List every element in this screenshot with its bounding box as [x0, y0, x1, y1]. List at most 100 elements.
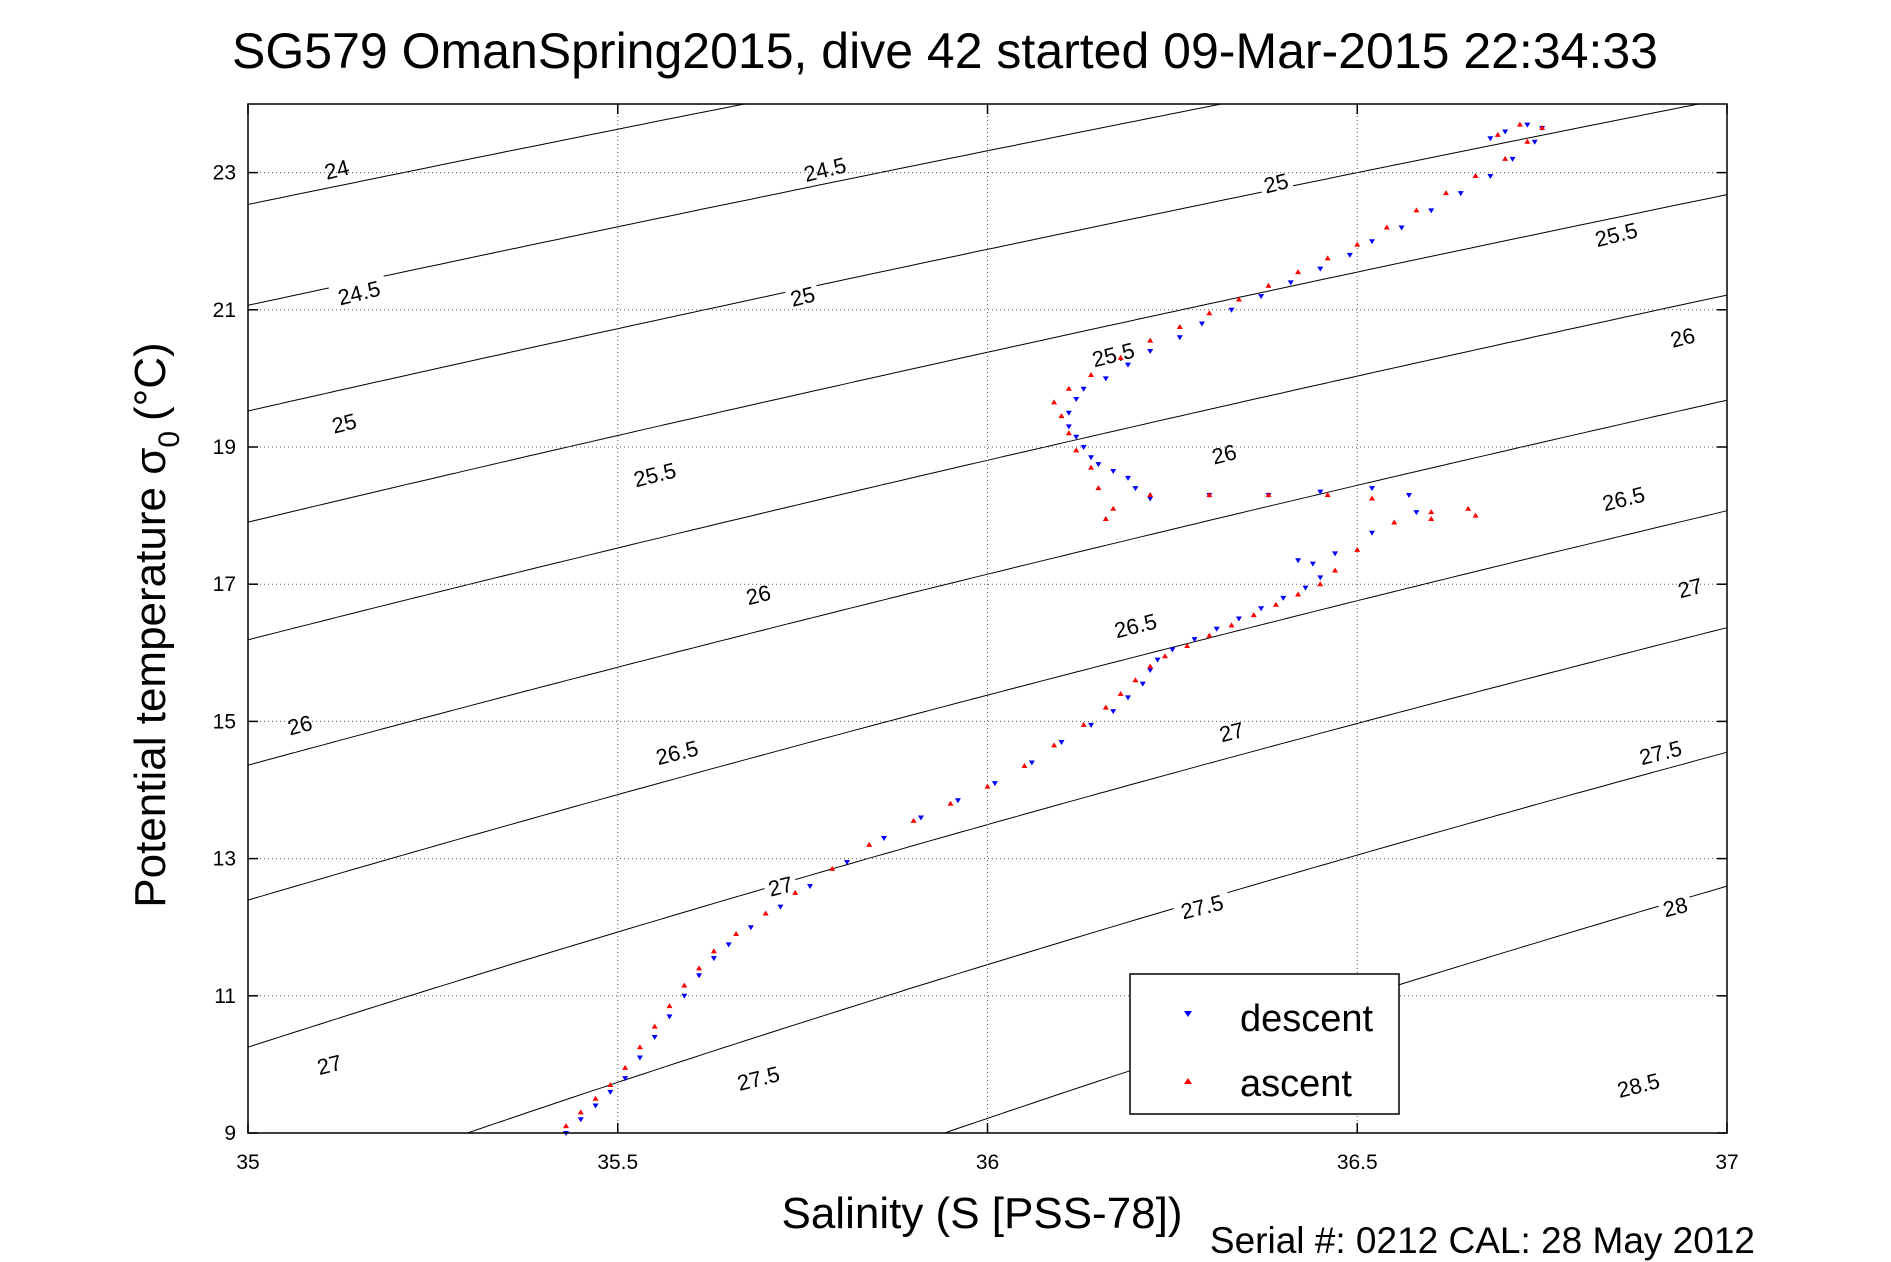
- data-point-descent: [1073, 396, 1080, 402]
- data-point-descent: [1058, 739, 1065, 745]
- data-point-ascent: [733, 931, 740, 937]
- data-point-descent: [1295, 558, 1302, 564]
- contour-label: 25.5: [1592, 217, 1640, 252]
- data-point-ascent: [681, 982, 688, 988]
- y-tick-label: 19: [213, 436, 236, 459]
- data-point-descent: [1147, 348, 1154, 354]
- contour-label: 25: [329, 408, 359, 438]
- data-point-ascent: [651, 1023, 658, 1029]
- contour-label-group: 27: [761, 868, 799, 902]
- axes: 35 35.5 36 36.5 37 9 11 13 15 17 19 21 23: [213, 103, 1739, 1174]
- contour-line-26: [247, 294, 1728, 641]
- contour-label: 26: [1209, 439, 1239, 469]
- contour-label-group: 25.5: [1082, 334, 1144, 373]
- contour-label-group: 26.5: [1592, 478, 1654, 517]
- contour-label-group: 27.5: [727, 1057, 789, 1097]
- contour-label-group: 27: [1212, 714, 1250, 748]
- contour-label-group: 26: [1663, 319, 1702, 353]
- data-point-descent: [1302, 585, 1309, 591]
- data-point-descent: [1258, 294, 1265, 300]
- data-point-ascent: [1324, 492, 1331, 498]
- data-point-descent: [1080, 386, 1087, 392]
- data-point-descent: [1317, 575, 1324, 581]
- data-point-descent: [1088, 455, 1095, 461]
- data-point-ascent: [1117, 690, 1124, 696]
- data-point-descent: [1028, 760, 1035, 766]
- density-contours: 24 24.5 24.5 25 25 25 25.5 25.5 25.5 26 26 26 26 26.5…: [247, 103, 1728, 1134]
- data-point-descent: [1258, 606, 1265, 612]
- data-point-descent: [1110, 469, 1117, 475]
- legend-box: [1129, 973, 1400, 1115]
- data-point-ascent: [1102, 516, 1109, 522]
- contour-label-bg: [794, 148, 855, 188]
- data-point-ascent: [1317, 581, 1324, 587]
- data-point-ascent: [1051, 742, 1058, 748]
- data-point-descent: [1176, 335, 1183, 341]
- contour-label: 26: [1668, 323, 1698, 353]
- contour-line-24-5: [247, 103, 1222, 306]
- data-point-ascent: [1332, 567, 1339, 573]
- y-tick-label: 13: [213, 848, 236, 871]
- contour-line-27-5: [247, 627, 1728, 1048]
- data-point-ascent: [710, 948, 717, 954]
- legend-descent-label: descent: [1240, 998, 1374, 1040]
- data-point-ascent: [1147, 337, 1154, 343]
- contour-label-bg: [646, 731, 707, 771]
- data-point-descent: [1309, 561, 1316, 567]
- data-point-descent: [1346, 252, 1353, 258]
- data-point-descent: [696, 973, 703, 979]
- y-tick-label: 21: [213, 299, 236, 322]
- data-point-ascent: [1524, 138, 1531, 144]
- y-tick-label: 15: [213, 710, 236, 733]
- y-tick-label: 9: [224, 1122, 236, 1145]
- data-point-ascent: [1110, 505, 1117, 511]
- data-point-descent: [1457, 191, 1464, 197]
- data-point-descent: [1080, 445, 1087, 450]
- data-point-ascent: [592, 1095, 599, 1101]
- data-point-ascent: [577, 1109, 584, 1115]
- data-point-descent: [622, 1076, 629, 1082]
- data-point-descent: [1132, 486, 1139, 492]
- contour-label-group: 24.5: [794, 148, 855, 188]
- contour-label: 27: [1217, 717, 1247, 747]
- contour-label: 28: [1660, 892, 1690, 922]
- contour-line-24: [247, 103, 745, 205]
- contour-label: 26.5: [1600, 482, 1648, 517]
- data-point-ascent: [562, 1123, 569, 1129]
- data-point-ascent: [910, 817, 917, 823]
- contour-label-group: 26.5: [1104, 605, 1166, 644]
- x-tick-label: 37: [1715, 1151, 1738, 1174]
- data-point-ascent: [1442, 190, 1449, 196]
- data-point-descent: [991, 781, 998, 787]
- contour-label-bg: [1663, 319, 1702, 353]
- data-point-descent: [1073, 434, 1080, 440]
- contour-label-bg: [280, 707, 319, 741]
- data-point-descent: [1332, 551, 1339, 557]
- data-point-ascent: [1354, 546, 1361, 552]
- data-point-descent: [1531, 139, 1538, 145]
- data-point-ascent: [1324, 255, 1331, 261]
- contour-label-bg: [1082, 334, 1144, 373]
- data-point-descent: [1102, 376, 1109, 382]
- contour-label: 25.5: [631, 458, 679, 493]
- contour-label-bg: [1656, 889, 1694, 923]
- data-point-ascent: [1539, 125, 1546, 131]
- data-point-ascent: [1206, 632, 1213, 638]
- data-point-descent: [1213, 626, 1220, 632]
- contour-label-bg: [317, 151, 356, 185]
- data-point-ascent: [1117, 354, 1124, 360]
- contour-label: 27.5: [1178, 890, 1226, 925]
- data-point-descent: [777, 904, 784, 910]
- data-point-ascent: [1088, 371, 1095, 377]
- contour-label-bg: [1212, 714, 1250, 748]
- data-point-descent: [954, 798, 961, 804]
- data-point-ascent: [1065, 385, 1072, 391]
- contour-label-bg: [727, 1057, 789, 1097]
- data-point-ascent: [1088, 464, 1095, 470]
- contour-label-group: 27: [310, 1046, 348, 1080]
- contour-label-group: 24: [317, 151, 356, 185]
- data-point-descent: [725, 942, 732, 948]
- y-tick-label: 17: [213, 573, 236, 596]
- contour-label-bg: [739, 577, 777, 611]
